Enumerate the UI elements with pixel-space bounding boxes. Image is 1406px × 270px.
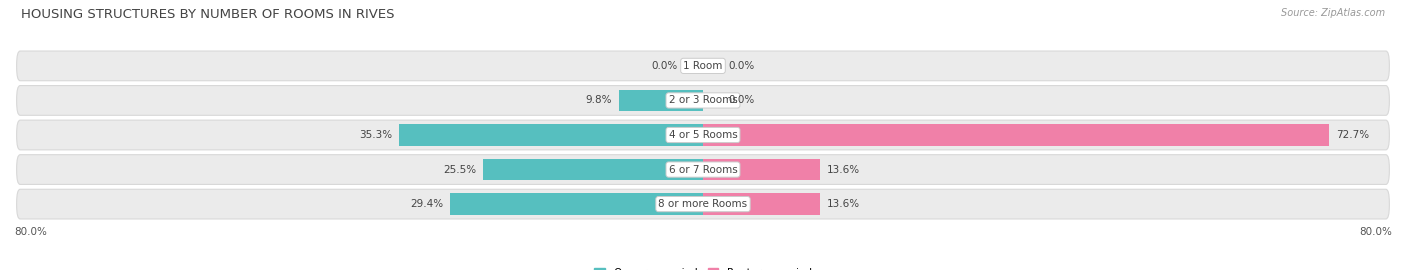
Text: 13.6%: 13.6% [827, 199, 860, 209]
Text: 25.5%: 25.5% [443, 164, 477, 175]
Text: 29.4%: 29.4% [409, 199, 443, 209]
Text: 0.0%: 0.0% [651, 61, 678, 71]
Legend: Owner-occupied, Renter-occupied: Owner-occupied, Renter-occupied [591, 264, 815, 270]
Text: 80.0%: 80.0% [1360, 227, 1392, 237]
Text: Source: ZipAtlas.com: Source: ZipAtlas.com [1281, 8, 1385, 18]
Text: 35.3%: 35.3% [359, 130, 392, 140]
Bar [703, 124, 1329, 146]
Bar [619, 90, 703, 111]
Text: 6 or 7 Rooms: 6 or 7 Rooms [669, 164, 737, 175]
Text: 4 or 5 Rooms: 4 or 5 Rooms [669, 130, 737, 140]
Text: 0.0%: 0.0% [728, 61, 755, 71]
Bar [399, 124, 703, 146]
Text: 9.8%: 9.8% [585, 95, 612, 106]
FancyBboxPatch shape [17, 86, 1389, 115]
FancyBboxPatch shape [17, 51, 1389, 81]
Text: 2 or 3 Rooms: 2 or 3 Rooms [669, 95, 737, 106]
FancyBboxPatch shape [17, 189, 1389, 219]
FancyBboxPatch shape [17, 120, 1389, 150]
Text: 1 Room: 1 Room [683, 61, 723, 71]
Text: 80.0%: 80.0% [14, 227, 46, 237]
Text: 8 or more Rooms: 8 or more Rooms [658, 199, 748, 209]
FancyBboxPatch shape [17, 155, 1389, 184]
Bar [450, 193, 703, 215]
Bar [703, 159, 820, 180]
Text: 72.7%: 72.7% [1336, 130, 1369, 140]
Text: HOUSING STRUCTURES BY NUMBER OF ROOMS IN RIVES: HOUSING STRUCTURES BY NUMBER OF ROOMS IN… [21, 8, 395, 21]
Bar [484, 159, 703, 180]
Bar [703, 193, 820, 215]
Text: 0.0%: 0.0% [728, 95, 755, 106]
Text: 13.6%: 13.6% [827, 164, 860, 175]
